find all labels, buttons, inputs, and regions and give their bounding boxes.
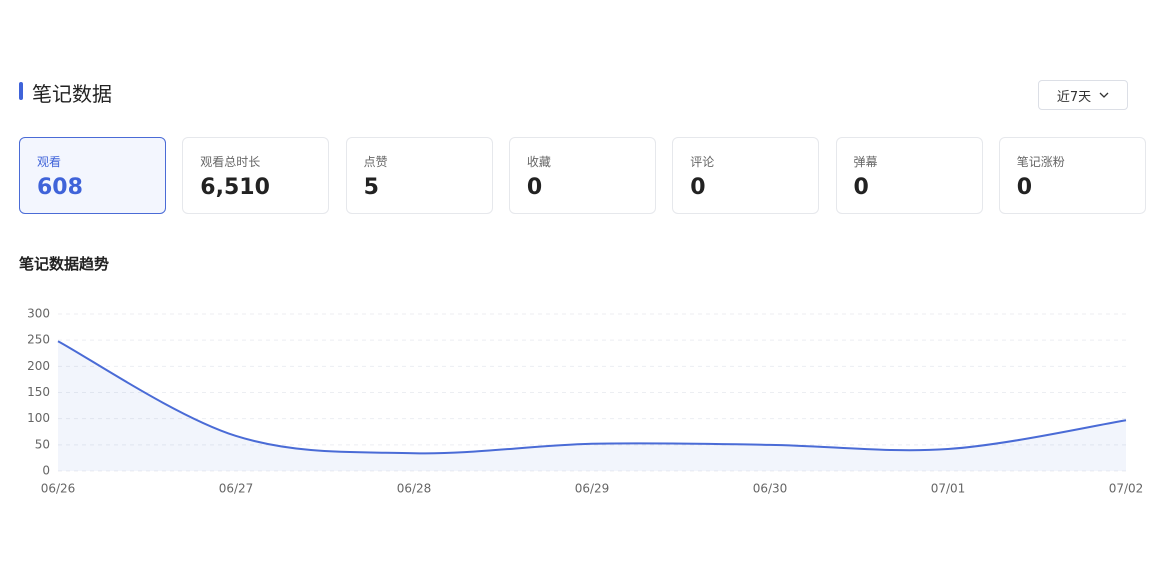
y-tick-label: 50 (35, 437, 50, 451)
metric-value: 0 (526, 175, 543, 200)
metric-value: 0 (853, 175, 869, 200)
x-tick-label: 06/30 (753, 482, 788, 496)
x-tick-label: 07/02 (1109, 482, 1144, 496)
metric-card[interactable]: 观看总时长 6,510 (182, 137, 330, 214)
range-label: 近7天 (1056, 89, 1092, 105)
metric-value: 0 (1016, 175, 1033, 200)
metric-card[interactable]: 观看 608 (19, 137, 166, 214)
metric-label: 观看 (37, 155, 62, 169)
metric-value: 5 (363, 175, 379, 200)
range-dropdown[interactable]: 近7天 (1038, 80, 1128, 110)
metric-value: 6,510 (200, 175, 270, 200)
y-tick-label: 200 (27, 359, 50, 373)
metric-label: 收藏 (526, 155, 551, 169)
metric-label: 观看总时长 (200, 155, 261, 169)
metric-card[interactable]: 收藏 0 (508, 137, 656, 214)
metric-card[interactable]: 点赞 5 (345, 137, 493, 214)
x-tick-label: 06/28 (397, 482, 432, 496)
metric-label: 点赞 (363, 155, 388, 169)
y-tick-label: 250 (27, 333, 50, 347)
chevron-icon (1099, 92, 1109, 98)
y-tick-label: 150 (27, 385, 50, 399)
metric-value: 608 (37, 175, 83, 200)
metric-card[interactable]: 弹幕 0 (835, 137, 983, 214)
page-title: 笔记数据 (32, 82, 112, 106)
y-tick-label: 300 (27, 307, 50, 321)
metric-card[interactable]: 评论 0 (672, 137, 820, 214)
x-tick-label: 06/29 (575, 482, 610, 496)
chart-title: 笔记数据趋势 (19, 255, 110, 273)
x-tick-label: 06/26 (41, 482, 76, 496)
metric-card[interactable]: 笔记涨粉 0 (998, 137, 1146, 214)
area-fill (58, 341, 1126, 471)
metric-label: 评论 (690, 155, 715, 169)
title-accent (19, 82, 23, 100)
y-tick-label: 100 (27, 411, 50, 425)
data-line (57, 340, 1127, 455)
metric-value: 0 (690, 175, 706, 200)
metric-label: 笔记涨粉 (1016, 155, 1065, 169)
metric-label: 弹幕 (853, 155, 878, 169)
x-tick-label: 07/01 (931, 482, 966, 496)
x-tick-label: 06/27 (219, 482, 254, 496)
y-tick-label: 0 (42, 464, 50, 478)
